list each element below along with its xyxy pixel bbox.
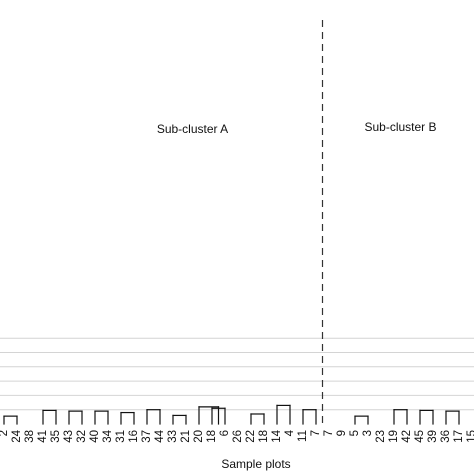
leaf-label-11: 37 xyxy=(141,430,153,443)
leaf-label-21: 14 xyxy=(271,429,283,442)
leaf-label-0: 2 xyxy=(0,430,10,436)
dendrogram-links xyxy=(3,404,460,425)
grid-lines xyxy=(0,337,474,411)
leaf-label-2: 38 xyxy=(24,430,36,443)
leaf-label-15: 20 xyxy=(193,430,205,443)
leaf-label-32: 45 xyxy=(414,430,426,443)
leaf-label-25: 7 xyxy=(323,430,335,436)
leaf-label-6: 32 xyxy=(76,430,88,443)
leaf-label-28: 3 xyxy=(362,430,374,436)
leaf-label-36: 15 xyxy=(466,430,474,443)
leaf-label-3: 41 xyxy=(37,430,49,443)
leaf-label-4: 35 xyxy=(50,430,62,443)
leaf-label-14: 21 xyxy=(180,430,192,443)
leaf-tick-labels: 2243841354332403431163744332120186262218… xyxy=(0,429,474,442)
leaf-label-34: 36 xyxy=(440,430,452,443)
x-axis-title: Sample plots xyxy=(221,457,290,471)
leaf-label-24: 7 xyxy=(310,430,322,436)
leaf-label-19: 22 xyxy=(245,430,257,443)
leaf-label-17: 6 xyxy=(219,430,231,436)
leaf-label-29: 23 xyxy=(375,430,387,443)
leaf-label-20: 18 xyxy=(258,430,270,443)
leaf-label-12: 44 xyxy=(154,429,166,442)
leaf-label-10: 16 xyxy=(128,430,140,443)
sub-cluster-a-label: Sub-cluster A xyxy=(157,122,228,136)
leaf-label-30: 19 xyxy=(388,430,400,443)
leaf-label-22: 4 xyxy=(284,429,296,436)
leaf-label-9: 31 xyxy=(115,430,127,443)
leaf-label-7: 40 xyxy=(89,430,101,443)
sub-cluster-b-label: Sub-cluster B xyxy=(364,120,436,134)
leaf-label-31: 42 xyxy=(401,430,413,443)
leaf-label-8: 34 xyxy=(102,429,114,442)
leaf-label-16: 18 xyxy=(206,430,218,443)
leaf-label-13: 33 xyxy=(167,430,179,443)
leaf-label-18: 26 xyxy=(232,430,244,443)
leaf-label-35: 17 xyxy=(453,430,465,443)
leaf-label-23: 11 xyxy=(297,430,309,442)
leaf-label-27: 5 xyxy=(349,430,361,436)
leaf-label-33: 39 xyxy=(427,430,439,443)
leaf-label-1: 24 xyxy=(11,429,23,442)
leaf-label-26: 9 xyxy=(336,430,348,436)
leaf-label-5: 43 xyxy=(63,430,75,443)
